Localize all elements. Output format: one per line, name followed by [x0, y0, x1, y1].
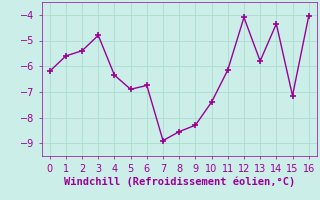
X-axis label: Windchill (Refroidissement éolien,°C): Windchill (Refroidissement éolien,°C) — [64, 176, 295, 187]
